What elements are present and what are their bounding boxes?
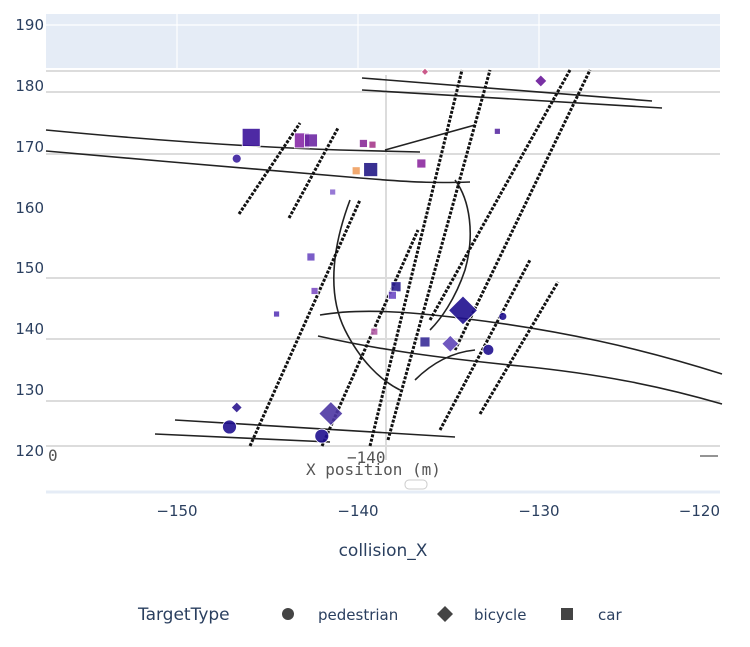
y-axis: 190 180 170 160 150 140 130 120 (15, 16, 44, 460)
svg-text:−130: −130 (518, 502, 559, 520)
bicycle-marker[interactable] (441, 334, 460, 353)
svg-text:−140: −140 (337, 502, 378, 520)
car-marker[interactable] (419, 336, 431, 348)
bicycle-marker[interactable] (318, 401, 344, 427)
bicycle-marker[interactable] (230, 401, 243, 414)
svg-text:170: 170 (15, 138, 44, 156)
car-marker[interactable] (241, 127, 261, 147)
svg-text:130: 130 (15, 381, 44, 399)
car-marker[interactable] (351, 166, 361, 176)
pedestrian-marker[interactable] (498, 312, 508, 321)
legend-item-car[interactable]: car (561, 606, 622, 624)
svg-text:150: 150 (15, 259, 44, 277)
pedestrian-marker[interactable] (482, 343, 495, 356)
pedestrian-marker[interactable] (231, 153, 242, 164)
x-axis: −150 −140 −130 −120 (156, 502, 720, 520)
square-icon (561, 608, 573, 620)
svg-text:190: 190 (15, 16, 44, 34)
car-marker[interactable] (306, 252, 316, 262)
legend-item-bicycle[interactable]: bicycle (437, 606, 526, 624)
svg-text:bicycle: bicycle (474, 606, 526, 624)
embedded-left-label: 0 (48, 446, 58, 465)
car-marker[interactable] (310, 287, 319, 295)
car-marker[interactable] (370, 327, 379, 336)
data-markers[interactable] (222, 67, 548, 444)
car-marker[interactable] (387, 290, 397, 300)
x-axis-title: collision_X (339, 541, 428, 561)
svg-text:car: car (598, 606, 622, 624)
car-marker[interactable] (493, 127, 501, 135)
svg-text:140: 140 (15, 320, 44, 338)
legend: TargetType pedestrian bicycle car (137, 605, 622, 625)
pedestrian-marker[interactable] (314, 428, 330, 444)
car-marker[interactable] (304, 133, 318, 148)
svg-text:160: 160 (15, 199, 44, 217)
legend-title: TargetType (137, 605, 230, 625)
svg-text:−150: −150 (156, 502, 197, 520)
car-marker[interactable] (363, 162, 379, 177)
car-marker[interactable] (368, 140, 377, 149)
bicycle-marker[interactable] (420, 67, 430, 77)
legend-item-pedestrian[interactable]: pedestrian (282, 606, 398, 624)
embedded-axis-tick: −140 (347, 448, 386, 467)
bicycle-marker[interactable] (534, 74, 548, 88)
embedded-axis-label: X position (m) (306, 460, 441, 479)
svg-text:120: 120 (15, 442, 44, 460)
road-map-image: −140 X position (m) 0 (45, 68, 723, 496)
diamond-icon (437, 606, 453, 622)
car-marker[interactable] (359, 139, 368, 148)
pedestrian-marker[interactable] (222, 419, 237, 435)
svg-text:180: 180 (15, 77, 44, 95)
car-marker[interactable] (390, 281, 402, 293)
svg-text:pedestrian: pedestrian (318, 606, 398, 624)
bicycle-marker[interactable] (448, 295, 478, 326)
circle-icon (282, 608, 294, 620)
svg-text:−120: −120 (679, 502, 720, 520)
car-marker[interactable] (329, 188, 337, 196)
car-marker[interactable] (416, 158, 427, 169)
car-marker[interactable] (273, 310, 280, 318)
